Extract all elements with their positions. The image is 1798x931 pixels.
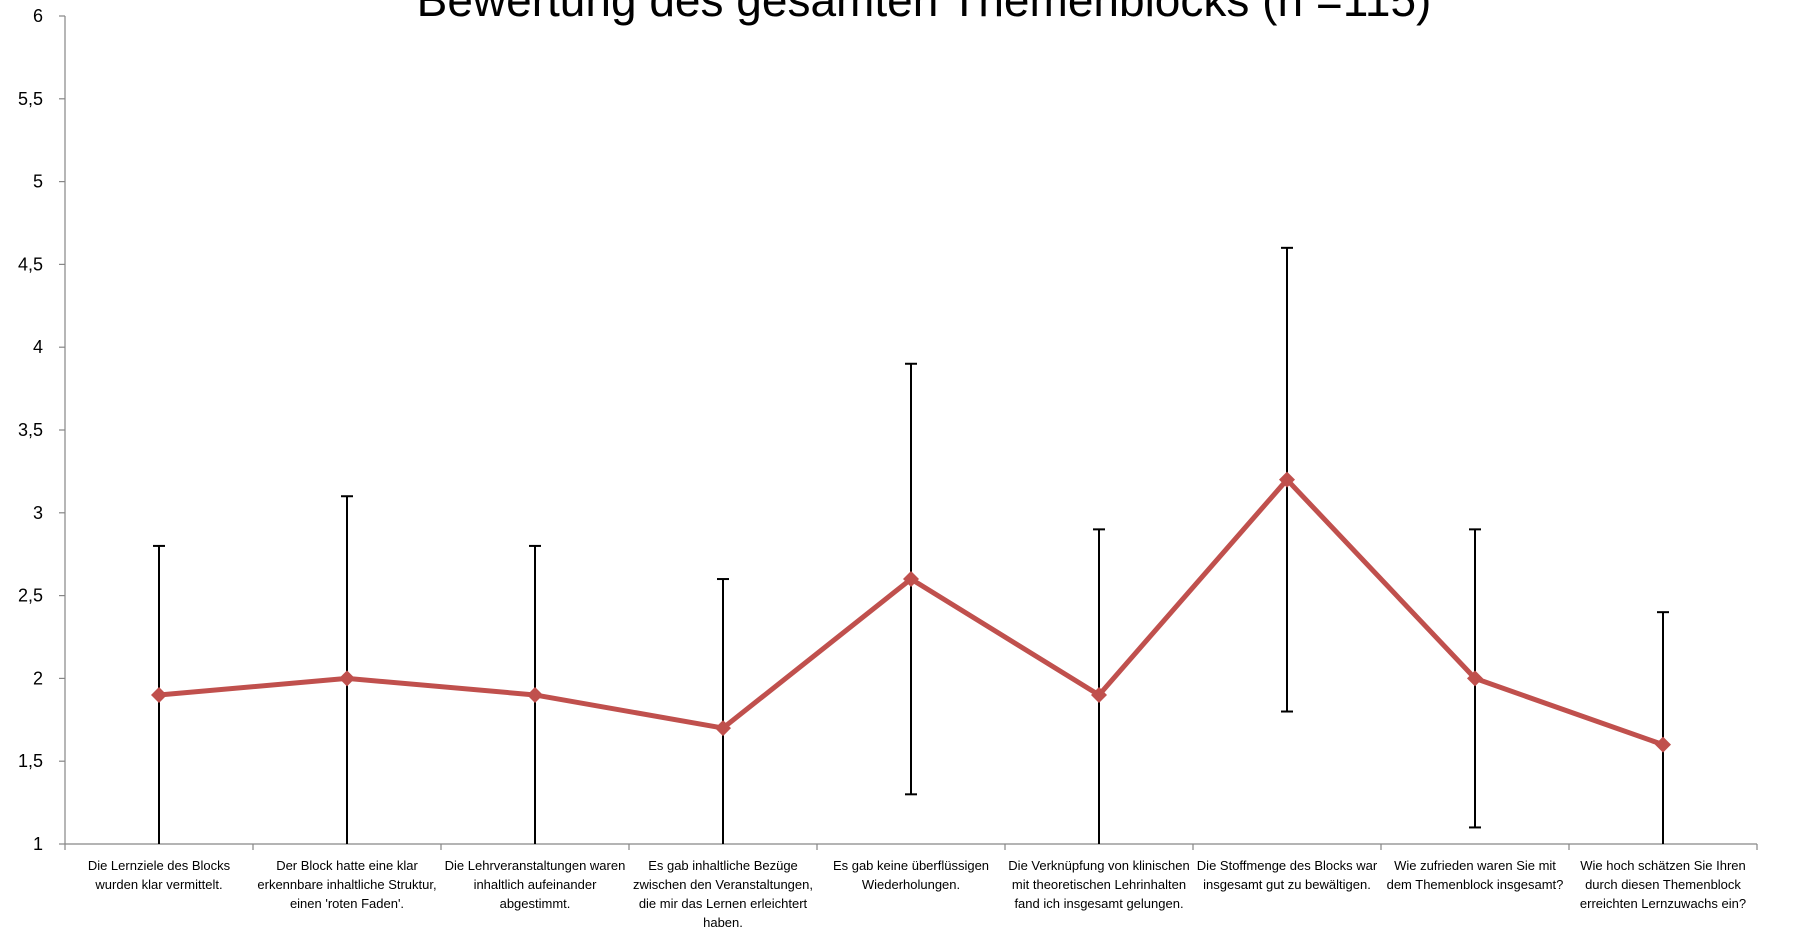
marker [715,720,731,737]
y-tick-label: 5 [33,172,43,192]
x-tick-label: Der Block hatte eine klar erkennbare inh… [257,858,437,911]
marker [151,686,167,703]
y-tick-label: 2,5 [18,586,43,606]
x-tick-label: Es gab keine überflüssigen Wiederholunge… [832,858,990,892]
y-tick-label: 5,5 [18,89,43,109]
marker [339,670,355,687]
y-tick-label: 1 [33,834,43,854]
marker [903,571,919,588]
y-tick-label: 1,5 [18,751,43,771]
x-tick-label: Die Lehrveranstaltungen waren inhaltlich… [444,858,626,911]
marker [1467,670,1483,687]
x-tick-label: Es gab inhaltliche Bezüge zwischen den V… [633,858,813,930]
y-tick-label: 3,5 [18,420,43,440]
error-bar [717,578,729,844]
marker [1655,736,1671,753]
y-tick-label: 3 [33,503,43,523]
x-tick-label: Die Lernziele des Blocks wurden klar ver… [87,858,231,892]
y-tick-label: 4 [33,337,43,357]
chart-title: Bewertung des gesamten Themenblocks (n =… [417,0,1432,26]
x-tick-label: Die Verknüpfung von klinischen mit theor… [1008,858,1190,911]
x-tick-label: Die Stoffmenge des Blocks war insgesamt … [1196,858,1378,892]
y-tick-label: 2 [33,668,43,688]
error-bar [341,495,353,844]
error-bar [1657,611,1669,844]
marker [527,686,543,703]
x-tick-label: Wie zufrieden waren Sie mit dem Themenbl… [1386,858,1564,892]
x-tick-label: Wie hoch schätzen Sie Ihren durch diesen… [1579,858,1747,911]
error-bar [1093,528,1105,844]
marker [1279,471,1295,488]
y-tick-label: 6 [33,6,43,26]
marker [1091,686,1107,703]
y-tick-label: 4,5 [18,254,43,274]
